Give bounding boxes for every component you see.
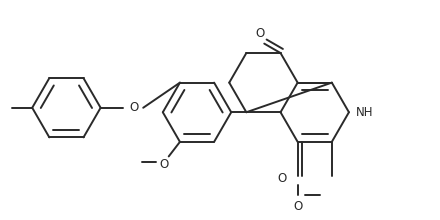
Text: O: O xyxy=(293,200,302,213)
Text: O: O xyxy=(130,101,139,114)
Text: O: O xyxy=(277,172,286,185)
Text: O: O xyxy=(255,27,264,40)
Text: O: O xyxy=(160,158,169,171)
Text: NH: NH xyxy=(356,106,373,119)
